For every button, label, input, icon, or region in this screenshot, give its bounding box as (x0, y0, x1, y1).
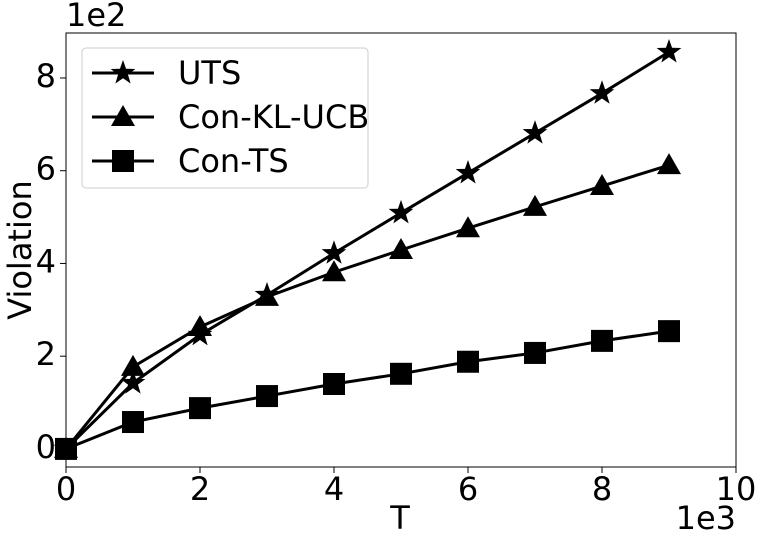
marker-square (256, 385, 278, 408)
marker-triangle (121, 354, 145, 376)
y-offset-label: 1e2 (66, 0, 126, 34)
y-axis-label: Violation (1, 180, 39, 319)
marker-triangle (389, 238, 413, 259)
y-tick-label: 4 (36, 242, 56, 280)
marker-star (321, 240, 347, 264)
legend-box (81, 47, 369, 189)
x-tick-label: 4 (324, 470, 344, 508)
legend-label: Con-TS (178, 142, 289, 180)
x-tick-label: 6 (458, 470, 478, 508)
marker-square (189, 397, 211, 420)
y-tick-label: 6 (36, 150, 56, 188)
marker-square (457, 350, 479, 373)
x-tick-label: 0 (56, 470, 76, 508)
marker-triangle (111, 105, 135, 126)
y-tick-label: 2 (36, 335, 56, 373)
marker-star (589, 80, 615, 104)
marker-square (323, 373, 345, 396)
marker-square (658, 320, 680, 343)
marker-triangle (590, 174, 614, 196)
marker-square (524, 341, 546, 364)
marker-star (656, 39, 682, 63)
plot-frame (65, 32, 737, 468)
marker-square (112, 150, 134, 172)
x-axis-label: T (389, 499, 410, 537)
marker-square (55, 437, 77, 460)
marker-star (110, 60, 136, 84)
marker-triangle (255, 284, 279, 306)
marker-triangle (188, 314, 212, 336)
marker-star (522, 120, 548, 144)
x-tick-label: 10 (716, 470, 757, 508)
x-tick-label: 8 (592, 470, 612, 508)
marker-triangle (322, 260, 346, 282)
x-tick-label: 2 (190, 470, 210, 508)
marker-square (122, 411, 144, 434)
marker-triangle (657, 153, 681, 175)
marker-triangle (523, 194, 547, 216)
y-tick-label: 0 (36, 428, 56, 466)
marker-star (388, 199, 414, 224)
marker-square (390, 362, 412, 385)
series-line (64, 50, 670, 450)
marker-triangle (456, 216, 480, 238)
marker-star (120, 370, 146, 394)
series-line (65, 329, 670, 451)
legend-label: Con-KL-UCB (178, 98, 369, 136)
marker-star (455, 160, 481, 184)
series-line (64, 163, 670, 450)
marker-square (591, 329, 613, 352)
legend-label: UTS (178, 54, 241, 92)
y-tick-label: 8 (36, 57, 56, 95)
x-offset-label: 1e3 (676, 499, 736, 537)
